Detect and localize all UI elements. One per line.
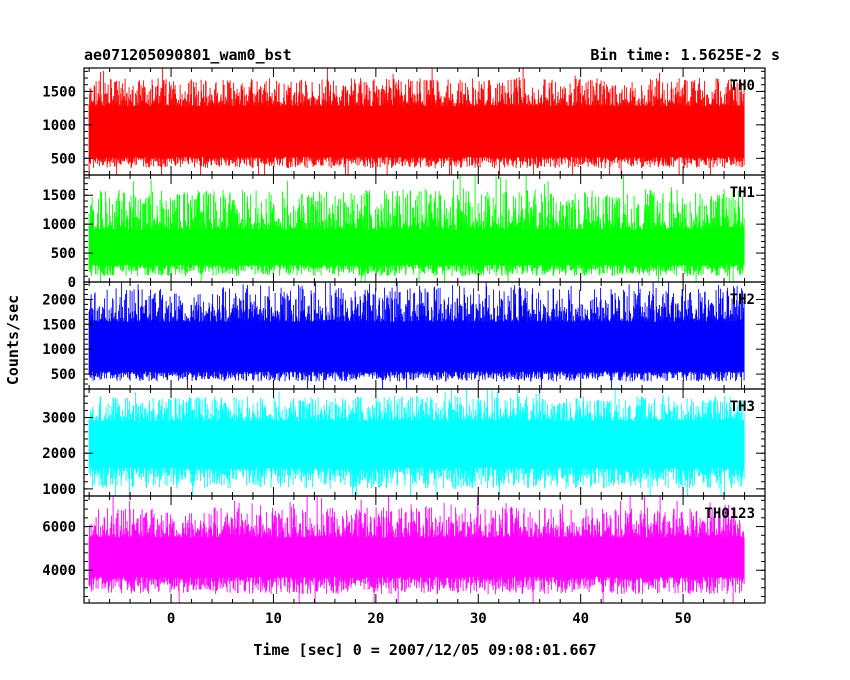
chart-title-right: Bin time: 1.5625E-2 s [590,46,780,64]
y-tick-label: 1500 [42,84,76,100]
y-tick-label: 2000 [42,292,76,308]
x-tick-label: 10 [265,611,282,627]
y-tick-label: 4000 [42,563,76,579]
panel-frame [83,495,766,604]
y-tick-label: 2000 [42,446,76,462]
band-label-th0: TH0 [730,78,755,94]
y-tick-label: 6000 [42,520,76,536]
y-tick-label: 500 [51,151,76,167]
x-tick-label: 40 [572,611,589,627]
x-tick-label: 0 [167,611,175,627]
series-line-th0123 [88,496,745,603]
y-tick-label: 1000 [42,342,76,358]
panel-th3: 1000 2000 3000 TH3 [42,388,766,498]
series-line-th0 [88,68,745,175]
band-label-th3: TH3 [730,399,755,415]
x-tick-label: 50 [675,611,692,627]
y-tick-label: 1500 [42,188,76,204]
y-tick-label: 500 [51,367,76,383]
band-label-th1: TH1 [730,185,755,201]
y-tick-label: 500 [51,246,76,262]
series-line-th2 [88,282,745,389]
band-label-th2: TH2 [730,292,755,308]
series-line-th3 [88,389,745,496]
panel-th2: 500 1000 1500 2000 TH2 [42,281,766,390]
band-label-th0123: TH0123 [704,506,755,522]
panel-th1: 0 500 1000 1500 TH1 [42,174,766,291]
x-tick-label: 20 [367,611,384,627]
y-tick-label: 3000 [42,411,76,427]
x-tick-label: 30 [470,611,487,627]
chart-title-left: ae071205090801_wam0_bst [84,46,292,64]
y-tick-label: 1000 [42,217,76,233]
y-tick-label: 0 [68,275,76,291]
y-tick-label: 1500 [42,317,76,333]
y-tick-label: 1000 [42,118,76,134]
panel-th0123: 4000 6000 TH0123 [42,495,766,604]
y-axis-label: Counts/sec [4,295,22,385]
panel-th0: 500 1000 1500 TH0 [42,67,766,176]
y-tick-label: 1000 [42,482,76,498]
x-axis-label: Time [sec] 0 = 2007/12/05 09:08:01.667 [253,641,596,659]
series-line-th1 [88,175,745,282]
